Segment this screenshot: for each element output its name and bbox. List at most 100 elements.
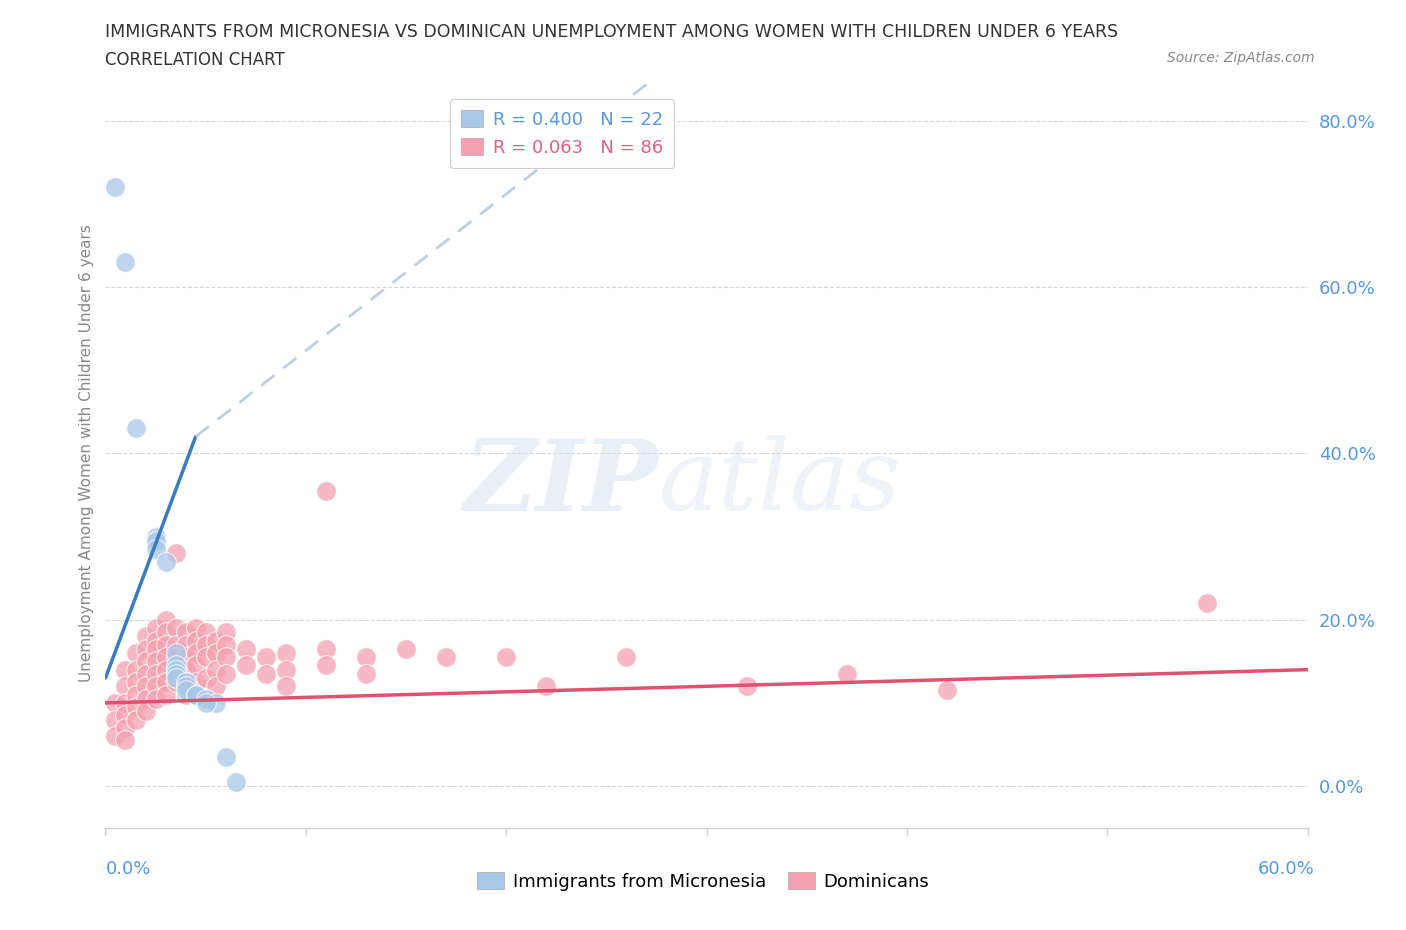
Point — [495, 650, 517, 665]
Point — [155, 554, 177, 569]
Point — [194, 625, 217, 640]
Point — [114, 255, 136, 270]
Point — [114, 696, 136, 711]
Point — [174, 679, 197, 694]
Point — [174, 637, 197, 652]
Point — [936, 683, 959, 698]
Point — [145, 667, 167, 682]
Point — [165, 620, 187, 635]
Point — [1197, 595, 1219, 610]
Legend: R = 0.400   N = 22, R = 0.063   N = 86: R = 0.400 N = 22, R = 0.063 N = 86 — [450, 100, 675, 167]
Point — [536, 679, 558, 694]
Point — [165, 637, 187, 652]
Point — [155, 637, 177, 652]
Point — [135, 704, 157, 719]
Text: CORRELATION CHART: CORRELATION CHART — [105, 51, 285, 69]
Point — [214, 625, 236, 640]
Point — [174, 674, 197, 689]
Point — [835, 667, 858, 682]
Point — [114, 662, 136, 677]
Point — [104, 712, 127, 727]
Point — [155, 625, 177, 640]
Point — [135, 642, 157, 657]
Point — [204, 696, 226, 711]
Point — [165, 671, 187, 685]
Point — [204, 633, 226, 648]
Point — [124, 645, 146, 660]
Point — [194, 691, 217, 706]
Point — [135, 667, 157, 682]
Point — [204, 645, 226, 660]
Point — [104, 729, 127, 744]
Point — [214, 667, 236, 682]
Point — [124, 421, 146, 436]
Point — [165, 662, 187, 677]
Point — [274, 662, 297, 677]
Point — [235, 658, 257, 673]
Point — [184, 645, 207, 660]
Point — [214, 637, 236, 652]
Point — [165, 645, 187, 660]
Text: IMMIGRANTS FROM MICRONESIA VS DOMINICAN UNEMPLOYMENT AMONG WOMEN WITH CHILDREN U: IMMIGRANTS FROM MICRONESIA VS DOMINICAN … — [105, 23, 1119, 41]
Point — [165, 650, 187, 665]
Point — [114, 679, 136, 694]
Point — [735, 679, 758, 694]
Point — [104, 179, 127, 194]
Point — [174, 687, 197, 702]
Point — [145, 541, 167, 556]
Point — [155, 650, 177, 665]
Point — [135, 629, 157, 644]
Point — [174, 683, 197, 698]
Point — [174, 662, 197, 677]
Point — [616, 650, 638, 665]
Point — [184, 687, 207, 702]
Point — [124, 712, 146, 727]
Point — [145, 633, 167, 648]
Point — [145, 654, 167, 669]
Point — [145, 529, 167, 544]
Point — [274, 645, 297, 660]
Point — [315, 658, 337, 673]
Point — [114, 708, 136, 723]
Point — [165, 662, 187, 677]
Legend: Immigrants from Micronesia, Dominicans: Immigrants from Micronesia, Dominicans — [470, 865, 936, 897]
Point — [145, 533, 167, 548]
Text: ZIP: ZIP — [464, 435, 658, 532]
Text: Source: ZipAtlas.com: Source: ZipAtlas.com — [1167, 51, 1315, 65]
Point — [135, 691, 157, 706]
Point — [165, 667, 187, 682]
Point — [114, 733, 136, 748]
Point — [124, 674, 146, 689]
Point — [395, 642, 418, 657]
Point — [194, 671, 217, 685]
Point — [135, 654, 157, 669]
Point — [194, 650, 217, 665]
Point — [434, 650, 457, 665]
Point — [135, 679, 157, 694]
Point — [174, 625, 197, 640]
Point — [194, 696, 217, 711]
Point — [235, 642, 257, 657]
Point — [214, 650, 236, 665]
Point — [145, 642, 167, 657]
Point — [155, 687, 177, 702]
Text: 0.0%: 0.0% — [105, 860, 150, 878]
Point — [354, 667, 377, 682]
Point — [145, 620, 167, 635]
Point — [124, 699, 146, 714]
Point — [184, 633, 207, 648]
Point — [194, 637, 217, 652]
Point — [145, 691, 167, 706]
Point — [165, 546, 187, 561]
Point — [174, 650, 197, 665]
Point — [184, 674, 207, 689]
Point — [315, 642, 337, 657]
Point — [174, 674, 197, 689]
Point — [124, 687, 146, 702]
Point — [165, 674, 187, 689]
Point — [165, 658, 187, 673]
Text: atlas: atlas — [658, 435, 901, 531]
Point — [184, 687, 207, 702]
Point — [184, 620, 207, 635]
Text: 60.0%: 60.0% — [1258, 860, 1315, 878]
